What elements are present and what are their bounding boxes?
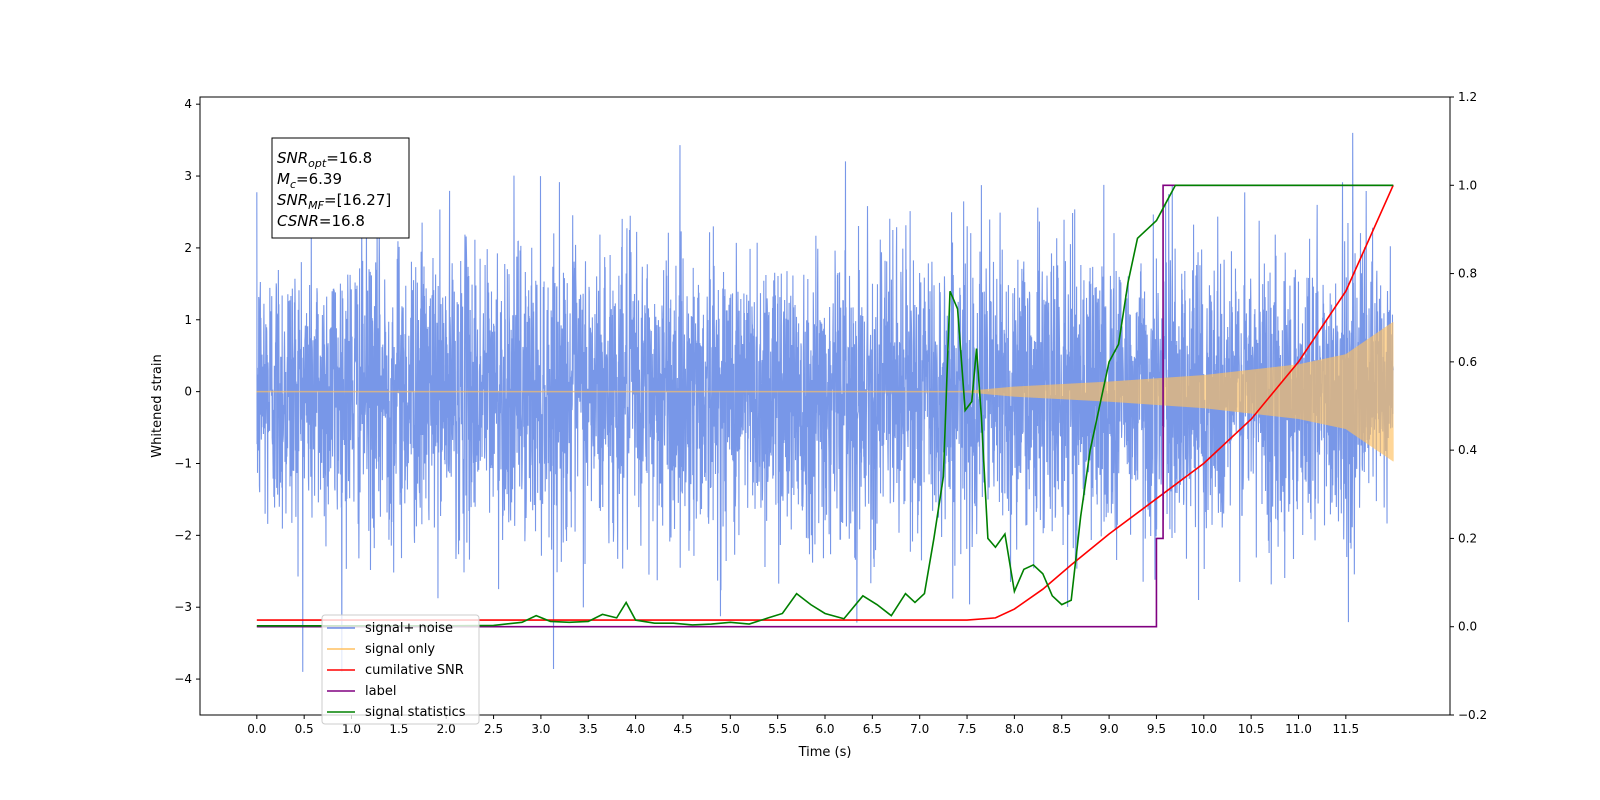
x-tick-label: 3.0 xyxy=(531,722,550,736)
legend-entry: signal statistics xyxy=(365,705,466,720)
y-tick-label: 3 xyxy=(184,169,192,183)
y-tick-label: 1 xyxy=(184,313,192,327)
plot-area xyxy=(256,132,1394,672)
y-tick-label: −2 xyxy=(174,528,192,542)
annotation-frame xyxy=(271,137,410,239)
x-tick-label: 9.0 xyxy=(1100,722,1119,736)
x-axis: 0.0 0.5 1.0 1.5 2.0 2.5 3.0 3.5 4.0 4.5 5.0 5.5 6.0 6… xyxy=(247,715,1359,736)
x-tick-label: 4.0 xyxy=(626,722,645,736)
series-signal-statistics xyxy=(256,184,1394,627)
x-tick-label: 1.5 xyxy=(389,722,408,736)
y2-tick-label: 0.6 xyxy=(1458,355,1477,369)
x-tick-label: 7.0 xyxy=(910,722,929,736)
x-tick-label: 4.5 xyxy=(673,722,692,736)
x-tick-label: 8.5 xyxy=(1052,722,1071,736)
annotation-line: SNRopt=16.8 xyxy=(277,149,372,170)
x-tick-label: 11.0 xyxy=(1285,722,1312,736)
annotation-line: SNRMF=[16.27] xyxy=(277,191,391,212)
x-tick-label: 10.0 xyxy=(1190,722,1217,736)
x-tick-label: 6.5 xyxy=(863,722,882,736)
y2-tick-label: 0.4 xyxy=(1458,443,1477,457)
x-tick-label: 6.0 xyxy=(815,722,834,736)
x-tick-label: 3.5 xyxy=(579,722,598,736)
y-tick-label: 2 xyxy=(184,241,192,255)
x-tick-label: 2.5 xyxy=(484,722,503,736)
x-tick-label: 1.0 xyxy=(342,722,361,736)
legend-entry: cumilative SNR xyxy=(365,663,464,678)
y-axis-label: Whitened strain xyxy=(150,354,165,457)
x-tick-label: 10.5 xyxy=(1238,722,1265,736)
x-tick-label: 0.0 xyxy=(247,722,266,736)
y2-tick-label: −0.2 xyxy=(1458,708,1487,722)
x-axis-label: Time (s) xyxy=(798,745,852,760)
legend-entry: signal+ noise xyxy=(365,621,453,636)
y-tick-label: −3 xyxy=(174,600,192,614)
annotation-line: Mc=6.39 xyxy=(277,170,342,191)
x-tick-label: 2.0 xyxy=(437,722,456,736)
legend: signal+ noise signal only cumilative SNR la… xyxy=(321,614,480,725)
series-signal-only xyxy=(256,322,1394,462)
x-tick-label: 7.5 xyxy=(957,722,976,736)
y-axis-right: 1.2 1.0 0.8 0.6 0.4 0.2 0.0 −0.2 xyxy=(1450,90,1487,722)
x-tick-label: 5.5 xyxy=(768,722,787,736)
legend-entry: label xyxy=(365,684,396,699)
y2-tick-label: 0.8 xyxy=(1458,267,1477,281)
y2-tick-label: 1.0 xyxy=(1458,178,1477,192)
y2-tick-label: 0.0 xyxy=(1458,620,1477,634)
x-tick-label: 11.5 xyxy=(1332,722,1359,736)
y-tick-label: 0 xyxy=(184,385,192,399)
legend-entry: signal only xyxy=(365,642,435,657)
x-tick-label: 8.0 xyxy=(1005,722,1024,736)
x-tick-label: 0.5 xyxy=(295,722,314,736)
x-tick-label: 9.5 xyxy=(1147,722,1166,736)
annotation-line: CSNR=16.8 xyxy=(277,212,365,230)
y-tick-label: −1 xyxy=(174,456,192,470)
y2-tick-label: 0.2 xyxy=(1458,531,1477,545)
legend-frame xyxy=(321,614,480,725)
y-tick-label: −4 xyxy=(174,672,192,686)
y2-tick-label: 1.2 xyxy=(1458,90,1477,104)
series-cumulative-snr xyxy=(256,184,1394,621)
y-tick-label: 4 xyxy=(184,97,192,111)
y-axis-left: 4 3 2 1 0 −1 −2 −3 −4 xyxy=(174,97,200,686)
x-tick-label: 5.0 xyxy=(721,722,740,736)
